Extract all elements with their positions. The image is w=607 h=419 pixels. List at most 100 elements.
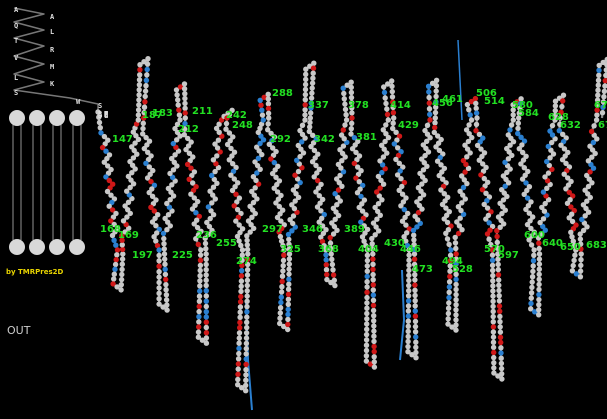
residue xyxy=(169,155,175,162)
residue xyxy=(577,231,583,237)
residue xyxy=(462,142,468,148)
residue xyxy=(453,297,459,303)
residue xyxy=(446,279,453,285)
residue xyxy=(529,274,536,280)
residue xyxy=(483,190,489,196)
residue xyxy=(297,127,303,134)
residue xyxy=(515,130,521,137)
residue xyxy=(405,313,412,319)
residue xyxy=(294,183,300,189)
residue xyxy=(412,277,418,283)
residue xyxy=(239,252,245,258)
residue xyxy=(149,193,156,199)
residue xyxy=(370,266,376,273)
residue xyxy=(499,371,505,377)
residue xyxy=(497,334,504,340)
residue xyxy=(276,203,282,210)
residue xyxy=(238,293,244,300)
position-number: 628 xyxy=(548,112,569,123)
residue xyxy=(215,137,222,143)
residue xyxy=(413,334,419,340)
residue xyxy=(573,247,579,253)
residue xyxy=(443,230,449,236)
residue xyxy=(371,338,377,345)
residue xyxy=(589,154,595,160)
residue xyxy=(473,121,480,128)
residue xyxy=(323,247,329,253)
residue xyxy=(319,223,326,229)
residue xyxy=(239,226,246,232)
residue xyxy=(219,133,225,139)
residue xyxy=(143,83,149,89)
residue xyxy=(229,187,236,194)
residue xyxy=(569,268,576,274)
residue xyxy=(405,298,412,304)
residue xyxy=(489,257,496,263)
residue xyxy=(404,230,410,236)
residue xyxy=(302,81,309,88)
residue xyxy=(175,97,181,103)
residue xyxy=(572,252,578,258)
residue xyxy=(183,146,189,153)
residue xyxy=(156,290,162,296)
lipid-head-bottom xyxy=(9,239,25,255)
residue xyxy=(406,247,412,253)
residue xyxy=(182,126,188,132)
residue xyxy=(412,308,418,314)
residue xyxy=(162,256,168,262)
residue xyxy=(278,299,284,306)
residue xyxy=(195,241,201,248)
n-terminal-residue-label: K xyxy=(50,80,55,88)
residue xyxy=(549,132,556,138)
residue xyxy=(446,294,452,301)
residue xyxy=(530,258,537,264)
residue xyxy=(559,157,566,163)
residue xyxy=(420,167,427,173)
position-number: 446 xyxy=(400,244,421,255)
residue xyxy=(294,157,300,163)
residue xyxy=(569,234,575,240)
residue xyxy=(124,214,130,220)
residue xyxy=(412,287,418,293)
residue xyxy=(545,197,552,203)
residue xyxy=(172,152,178,158)
residue xyxy=(237,319,243,326)
residue xyxy=(399,191,406,197)
residue xyxy=(412,303,418,309)
residue xyxy=(403,195,409,201)
residue xyxy=(208,208,214,214)
residue xyxy=(127,184,133,191)
residue xyxy=(243,361,249,368)
residue xyxy=(536,245,542,252)
residue xyxy=(498,360,505,367)
residue xyxy=(281,247,287,253)
residue xyxy=(536,256,543,262)
residue xyxy=(536,271,542,277)
residue xyxy=(463,127,470,133)
residue xyxy=(385,81,391,87)
residue xyxy=(385,117,391,123)
n-terminal-residue-label: F xyxy=(104,110,108,118)
n-terminal-residue-label: M xyxy=(104,111,108,119)
residue xyxy=(504,169,510,176)
residue xyxy=(375,201,382,207)
residue xyxy=(324,271,330,278)
residue xyxy=(170,167,177,173)
residue xyxy=(156,247,162,253)
residue xyxy=(276,229,282,235)
residue xyxy=(364,279,370,285)
residue xyxy=(303,76,309,83)
residue xyxy=(578,251,584,257)
residue xyxy=(433,83,440,89)
residue xyxy=(265,110,272,117)
residue xyxy=(443,205,449,211)
residue xyxy=(137,67,143,73)
residue xyxy=(196,293,203,299)
residue xyxy=(105,163,111,169)
residue xyxy=(552,136,558,142)
residue xyxy=(119,246,126,253)
residue xyxy=(595,92,601,98)
residue xyxy=(279,278,285,285)
